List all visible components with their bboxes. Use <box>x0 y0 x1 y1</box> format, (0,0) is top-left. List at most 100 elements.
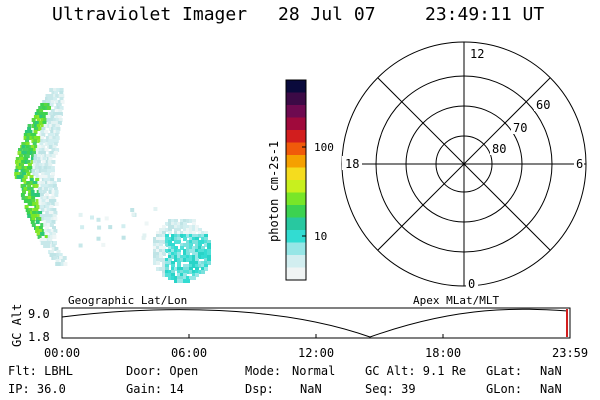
aurora-pixel <box>55 262 60 266</box>
aurora-pixel <box>195 258 199 262</box>
aurora-pixel <box>47 100 52 104</box>
aurora-pixel <box>40 184 45 188</box>
aurora-pixel <box>47 103 52 107</box>
aurora-pixel <box>180 276 184 280</box>
aurora-pixel <box>55 253 60 257</box>
aurora-pixel <box>52 226 56 230</box>
aurora-pixel <box>41 127 46 131</box>
aurora-pixel <box>45 214 50 218</box>
aurora-pixel <box>19 154 23 158</box>
aurora-pixel <box>39 142 44 146</box>
colorbar: 100 10 photon cm-2s-1 <box>267 79 334 281</box>
aurora-pixel <box>19 157 24 161</box>
aurora-pixel <box>36 199 40 203</box>
aurora-pixel <box>38 151 43 155</box>
aurora-pixel <box>23 187 28 191</box>
aurora-pixel <box>34 208 39 212</box>
aurora-pixel <box>186 276 190 280</box>
aurora-pixel <box>162 249 166 253</box>
aurora-pixel <box>51 244 56 248</box>
aurora-pixel <box>44 163 49 167</box>
aurora-pixel <box>50 184 55 188</box>
aurora-pixel <box>162 228 166 232</box>
aurora-pixel <box>45 97 49 101</box>
aurora-pixel <box>180 246 184 250</box>
aurora-pixel <box>177 228 181 232</box>
aurora-pixel <box>35 175 40 179</box>
aurora-pixel <box>162 246 166 250</box>
aurora-pixel <box>47 121 52 125</box>
aurora-pixel <box>207 252 211 256</box>
aurora-pixel <box>153 237 157 241</box>
aurora-pixel <box>43 166 48 170</box>
aurora-pixel <box>56 250 61 254</box>
aurora-pixel <box>31 223 36 227</box>
aurora-pixel <box>174 237 178 241</box>
aurora-pixel <box>39 109 44 113</box>
aurora-pixel <box>52 235 57 239</box>
aurora-pixel <box>49 199 53 203</box>
aurora-pixel <box>195 225 199 229</box>
aurora-pixel <box>22 178 27 182</box>
aurora-pixel <box>142 233 147 238</box>
aurora-pixel <box>156 258 160 262</box>
aurora-pixel <box>177 267 181 271</box>
aurora-pixel <box>162 231 166 235</box>
aurora-pixel <box>156 252 160 256</box>
aurora-pixel <box>40 181 45 185</box>
aurora-pixel <box>28 130 33 134</box>
aurora-pixel <box>171 225 175 229</box>
aurora-pixel <box>36 169 40 173</box>
aurora-pixel <box>201 237 205 241</box>
aurora-pixel <box>44 193 49 197</box>
aurora-pixel <box>37 181 42 185</box>
aurora-pixel <box>46 154 50 158</box>
aurora-pixel <box>204 252 208 256</box>
aurora-pixel <box>51 154 56 158</box>
aurora-pixel <box>198 231 202 235</box>
aurora-pixel <box>177 252 181 256</box>
aurora-pixel <box>18 148 22 152</box>
aurora-pixel <box>183 219 187 223</box>
aurora-pixel <box>55 148 60 152</box>
aurora-pixel <box>55 124 60 128</box>
aurora-pixel <box>31 154 35 158</box>
aurora-pixel <box>22 172 27 176</box>
aurora-pixel <box>183 234 187 238</box>
aurora-pixel <box>49 142 54 146</box>
aurora-pixel <box>165 249 169 253</box>
aurora-pixel <box>26 172 31 176</box>
aurora-pixel <box>180 219 184 223</box>
aurora-pixel <box>177 240 181 244</box>
aurora-pixel <box>44 241 49 245</box>
aurora-pixel <box>32 142 37 146</box>
aurora-pixel <box>15 157 20 161</box>
aurora-pixel <box>153 240 157 244</box>
aurora-pixel <box>60 100 65 104</box>
aurora-pixel <box>50 235 54 239</box>
aurora-pixel <box>35 211 40 215</box>
aurora-pixel <box>156 240 160 244</box>
mode-label: Mode: <box>245 364 282 378</box>
aurora-pixel <box>51 193 56 197</box>
aurora-pixel <box>46 223 51 227</box>
aurora-pixel <box>32 133 37 137</box>
aurora-pixel <box>192 231 196 235</box>
aurora-pixel <box>51 121 55 125</box>
aurora-pixel <box>44 235 49 239</box>
aurora-pixel <box>31 169 36 173</box>
aurora-pixel <box>40 241 45 245</box>
aurora-pixel <box>35 163 40 167</box>
aurora-pixel <box>171 219 175 223</box>
aurora-pixel <box>43 223 48 227</box>
aurora-pixel <box>44 142 49 146</box>
aurora-pixel <box>53 187 58 191</box>
aurora-pixel <box>36 118 41 122</box>
aurora-pixel <box>31 199 36 203</box>
aurora-pixel <box>40 232 45 236</box>
aurora-pixel <box>47 106 51 110</box>
aurora-pixel <box>38 175 43 179</box>
aurora-pixel <box>96 236 101 241</box>
colorbar-cell <box>286 255 306 269</box>
colorbar-cell <box>286 105 306 119</box>
